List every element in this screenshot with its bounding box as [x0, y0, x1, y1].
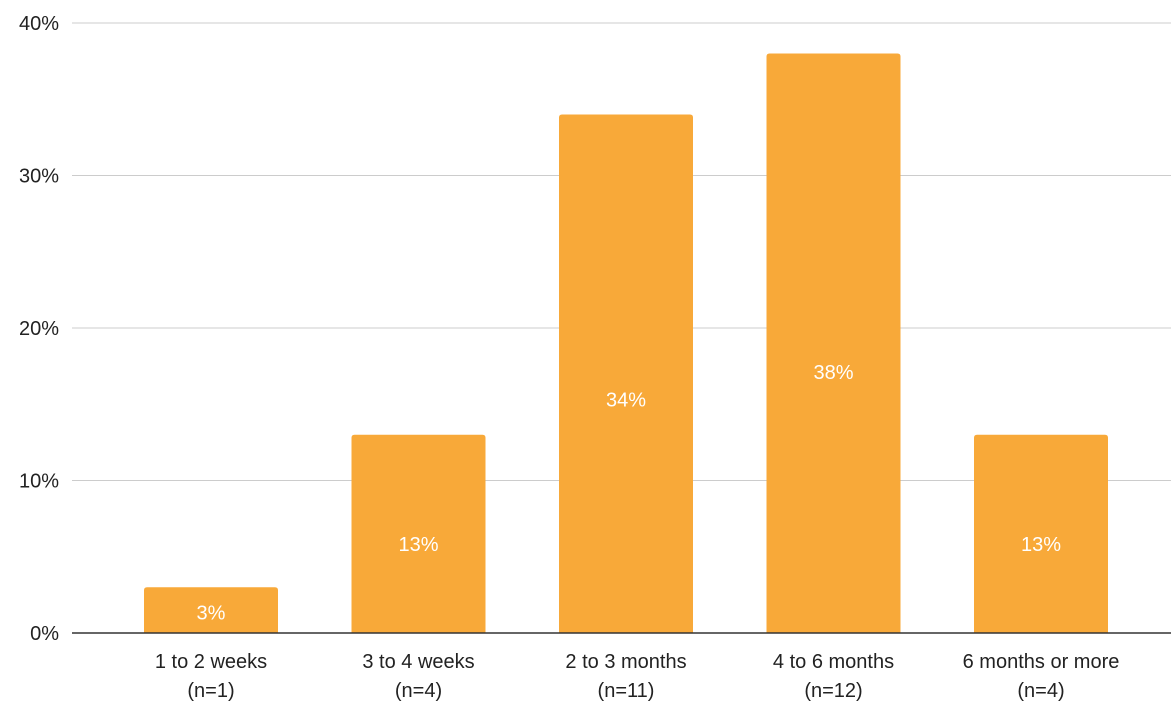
y-tick-label: 40% — [19, 13, 59, 35]
bar — [144, 587, 278, 633]
y-tick-label: 20% — [19, 318, 59, 340]
bar — [766, 53, 901, 633]
y-axis-ticks: 0% 10% 20% 30% 40% — [19, 13, 59, 645]
bar-value-label: 3% — [197, 602, 226, 624]
x-tick-label: 3 to 4 weeks — [362, 651, 474, 673]
x-tick-sublabel: (n=12) — [804, 680, 862, 702]
data-labels: 3% 13% 34% 38% 13% — [197, 362, 1062, 624]
y-tick-label: 0% — [30, 623, 59, 645]
bar-value-label: 13% — [1021, 534, 1061, 556]
bar — [351, 434, 486, 633]
x-tick-label: 2 to 3 months — [565, 651, 686, 673]
bar — [559, 114, 693, 633]
x-tick-label: 4 to 6 months — [773, 651, 894, 673]
bars — [144, 53, 1108, 633]
x-tick-sublabel: (n=1) — [187, 680, 234, 702]
bar — [974, 434, 1108, 633]
bar-value-label: 13% — [398, 534, 438, 556]
y-tick-label: 30% — [19, 166, 59, 188]
x-tick-sublabel: (n=4) — [1017, 680, 1064, 702]
bar-value-label: 34% — [606, 390, 646, 412]
x-tick-label: 1 to 2 weeks — [155, 651, 267, 673]
x-tick-sublabel: (n=4) — [395, 680, 442, 702]
x-tick-sublabel: (n=11) — [598, 680, 655, 702]
x-axis-ticks: 1 to 2 weeks (n=1) 3 to 4 weeks (n=4) 2 to 3… — [155, 651, 1120, 702]
x-tick-label: 6 months or more — [963, 651, 1120, 673]
y-tick-label: 10% — [19, 471, 59, 493]
bar-value-label: 38% — [813, 362, 853, 384]
